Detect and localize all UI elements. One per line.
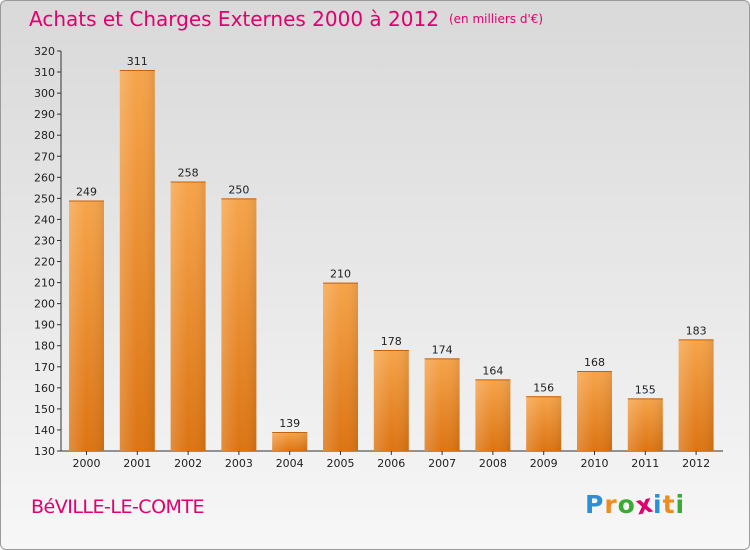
y-tick-label: 300 [34,87,55,100]
y-tick-label: 140 [34,424,55,437]
y-tick-label: 230 [34,234,55,247]
x-tick-label: 2009 [530,457,558,470]
logo-letter: o [617,490,636,519]
chart-unit: (en milliers d'€) [448,12,544,26]
x-tick-label: 2000 [73,457,101,470]
logo-letter: P [585,490,605,519]
y-tick-label: 150 [34,403,55,416]
y-tick-label: 160 [34,382,55,395]
y-tick-label: 320 [34,45,55,58]
bars [69,69,714,452]
bar [221,198,257,451]
value-labels: 249 311 258 250 139 210 178 174 164 156 168 155 183 [76,55,707,430]
logo-letter: i [675,490,686,519]
bar [678,339,714,451]
bar-shade [577,371,612,451]
y-tick-label: 240 [34,213,55,226]
axes: 1301401501601701801902002102202302402502… [34,45,723,470]
x-tick-label: 2010 [581,457,609,470]
value-label: 139 [279,417,300,430]
bar [475,379,511,451]
y-tick-label: 210 [34,277,55,290]
value-label: 164 [482,364,503,377]
bar [526,396,562,451]
bar-shade [323,282,358,451]
bar-shade [69,200,104,451]
bar [627,398,663,451]
bar [272,432,308,451]
x-tick-label: 2007 [428,457,456,470]
bar-shade [119,69,155,452]
logo-letter: r [604,490,618,519]
chart-title-text: Achats et Charges Externes 2000 à 2012 [29,7,439,31]
bar-shade [475,379,511,451]
bar-shade [424,358,460,451]
value-label: 210 [330,268,351,281]
value-label: 249 [76,185,97,198]
commune-name: BéVILLE-LE-COMTE [31,496,205,518]
bar-shade [526,396,562,451]
x-tick-label: 2006 [377,457,405,470]
y-tick-label: 130 [34,445,55,458]
bar-shade [221,198,257,451]
bar [170,181,206,452]
x-tick-label: 2012 [682,457,710,470]
bar [577,371,612,451]
x-tick-label: 2001 [123,457,151,470]
x-tick-label: 2002 [174,457,202,470]
y-tick-label: 270 [34,150,55,163]
x-tick-label: 2011 [631,457,659,470]
bar-shade [627,398,663,451]
bar [119,69,155,452]
value-label: 183 [686,324,707,337]
x-tick-label: 2005 [327,457,355,470]
chart-title: Achats et Charges Externes 2000 à 2012 (e… [29,7,543,31]
bar [424,358,460,451]
bar-shade [678,339,714,451]
bar [323,282,358,451]
y-tick-label: 280 [34,129,55,142]
bar-shade [272,432,308,451]
bar-shade [373,349,409,451]
value-label: 174 [432,343,453,356]
y-tick-label: 180 [34,340,55,353]
value-label: 156 [533,381,554,394]
value-label: 178 [381,335,402,348]
x-tick-label: 2003 [225,457,253,470]
value-label: 311 [127,55,148,68]
y-tick-label: 260 [34,171,55,184]
y-tick-label: 250 [34,192,55,205]
x-tick-label: 2004 [276,457,304,470]
value-label: 258 [178,167,199,180]
value-label: 250 [228,183,249,196]
y-tick-label: 190 [34,319,55,332]
bar [69,200,104,451]
logo-letter: i [653,490,663,519]
y-tick-label: 170 [34,361,55,374]
bar [373,349,409,451]
y-tick-label: 290 [34,108,55,121]
value-label: 168 [584,356,605,369]
logo-letter: t [662,490,676,519]
proxiti-logo: Proxiti [585,489,686,521]
bar-shade [170,181,206,452]
x-tick-label: 2008 [479,457,507,470]
y-tick-label: 310 [34,66,55,79]
y-tick-label: 200 [34,298,55,311]
y-tick-label: 220 [34,256,55,269]
value-label: 155 [635,383,656,396]
